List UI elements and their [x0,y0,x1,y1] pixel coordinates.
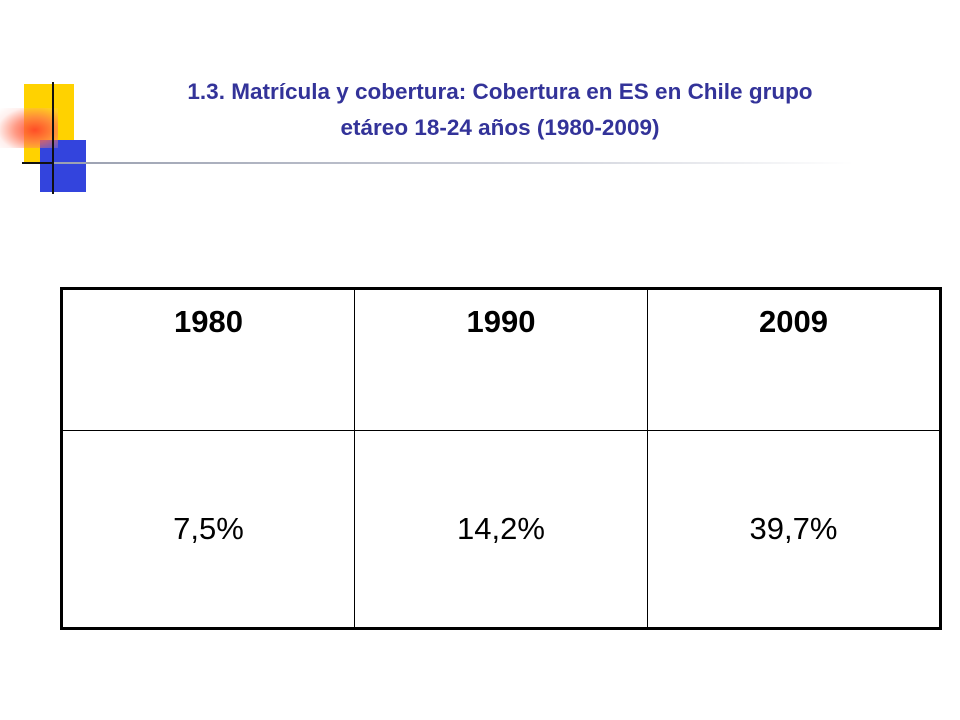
coverage-table: 1980 1990 2009 7,5% 14,2% 39,7% [60,287,942,630]
title-divider [54,162,854,164]
table-cell: 7,5% [61,430,355,629]
table-header-cell: 2009 [647,288,941,431]
decorative-logo [0,0,100,200]
table-row: 7,5% 14,2% 39,7% [61,430,941,629]
slide-title: 1.3. Matrícula y cobertura: Cobertura en… [50,74,950,146]
table-header-row: 1980 1990 2009 [61,288,941,431]
slide-title-line-2: etáreo 18-24 años (1980-2009) [340,115,660,140]
logo-red-glow [0,108,58,148]
logo-blue-square [40,140,86,192]
slide-title-line-1: 1.3. Matrícula y cobertura: Cobertura en… [187,79,813,104]
table-cell: 39,7% [647,430,941,629]
table-header-cell: 1980 [61,288,355,431]
table-cell: 14,2% [354,430,648,629]
logo-vertical-line [52,82,54,194]
table-header-cell: 1990 [354,288,648,431]
logo-horizontal-line [22,162,52,164]
